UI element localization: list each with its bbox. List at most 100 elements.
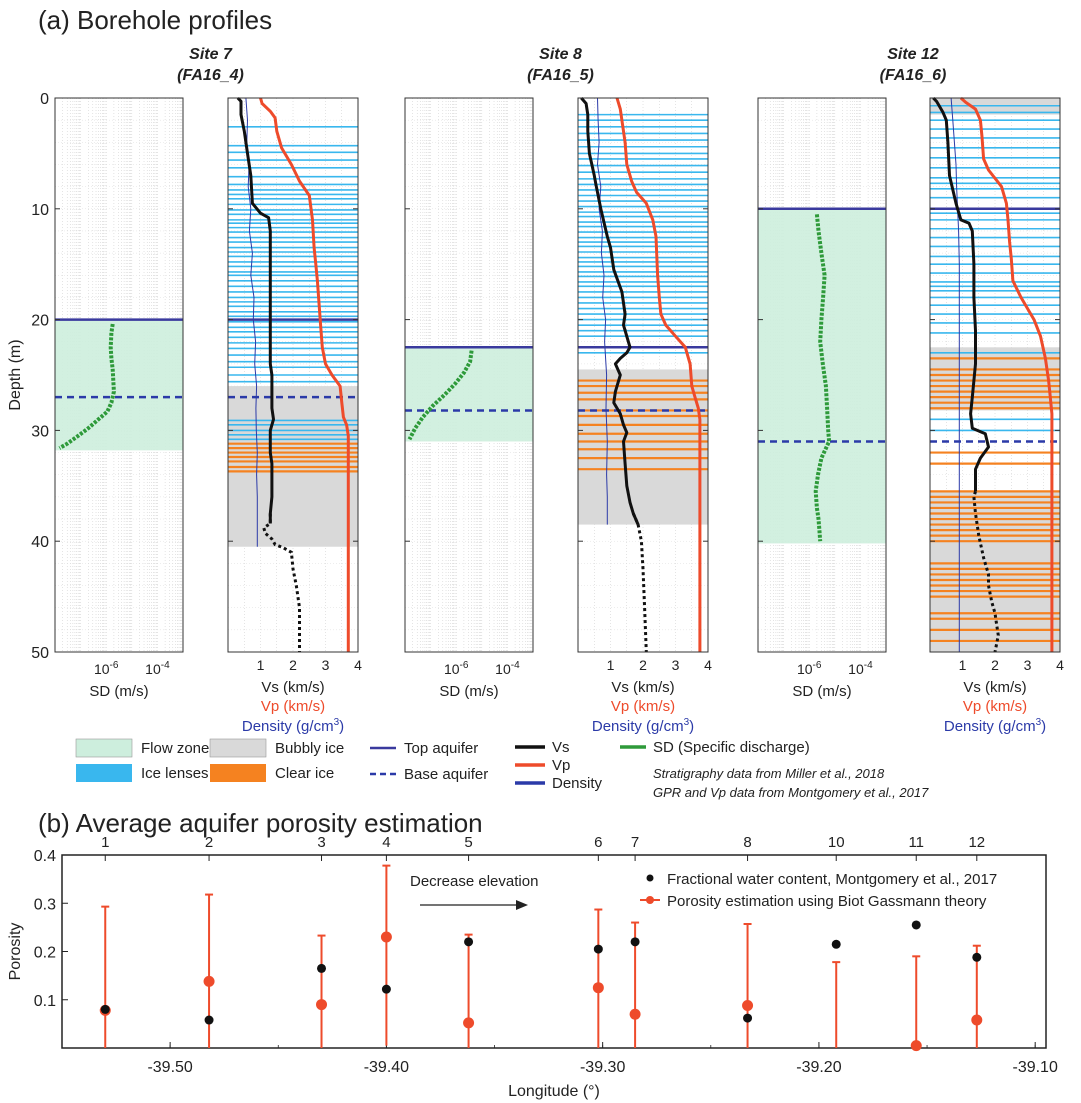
sd-tick-label: 10-6 bbox=[797, 660, 822, 677]
velocity-tick-label: 4 bbox=[1056, 657, 1064, 673]
legend-flow-zone: Flow zone bbox=[141, 740, 209, 757]
velocity-tick-label: 2 bbox=[639, 657, 647, 673]
water-content-point bbox=[100, 1004, 110, 1014]
velocity-plot-frame bbox=[929, 97, 1061, 653]
flow-zone-band bbox=[55, 319, 183, 451]
sd-plot: 10-6 10-4 SD (m/s) bbox=[404, 97, 534, 700]
vs-curve bbox=[932, 96, 990, 492]
water-content-point bbox=[630, 937, 640, 947]
credit-stratigraphy: Stratigraphy data from Miller et al., 20… bbox=[653, 766, 885, 781]
legend-clear-ice: Clear ice bbox=[275, 765, 334, 782]
density-axis-label: Density (g/cm3) bbox=[592, 717, 694, 735]
vs-curve-extrapolated bbox=[631, 512, 648, 653]
ice-lenses-swatch bbox=[76, 764, 132, 782]
sd-tick-label: 10-4 bbox=[495, 660, 520, 677]
water-content-point bbox=[381, 984, 391, 994]
velocity-tick-label: 1 bbox=[607, 657, 615, 673]
porosity-estimate-point bbox=[629, 1008, 641, 1020]
porosity-estimate-point bbox=[742, 1000, 754, 1012]
longitude-tick-label: -39.40 bbox=[364, 1059, 409, 1076]
porosity-panel: -39.50 -39.40 -39.30 -39.20 -39.10 0.1 0.2 0.3 0… bbox=[7, 834, 1058, 1100]
depth-tick-label: 20 bbox=[31, 313, 49, 330]
density-axis-label: Density (g/cm3) bbox=[944, 717, 1046, 735]
sd-tick-label: 10-4 bbox=[848, 660, 873, 677]
vs-curve-extrapolated bbox=[262, 513, 301, 652]
porosity-tick-label: 0.4 bbox=[34, 848, 56, 865]
longitude-axis-label: Longitude (°) bbox=[508, 1083, 600, 1100]
vs-curve bbox=[580, 97, 640, 526]
water-content-legend-label: Fractional water content, Montgomery et … bbox=[667, 871, 997, 888]
porosity-tick-label: 0.1 bbox=[34, 993, 56, 1010]
sd-plot: 10-6 10-4 SD (m/s) bbox=[54, 97, 184, 700]
vp-axis-label: Vp (km/s) bbox=[611, 698, 675, 715]
porosity-estimate-legend-marker bbox=[646, 896, 654, 904]
panel-a-title: (a) Borehole profiles bbox=[38, 5, 272, 35]
longitude-tick-label: -39.30 bbox=[580, 1059, 625, 1076]
velocity-tick-label: 2 bbox=[289, 657, 297, 673]
porosity-estimate-point bbox=[316, 999, 328, 1011]
vp-axis-label: Vp (km/s) bbox=[261, 698, 325, 715]
velocity-plot-frame bbox=[227, 97, 359, 653]
vs-curve bbox=[236, 96, 275, 524]
sd-curve bbox=[58, 323, 116, 450]
longitude-tick-label: -39.10 bbox=[1012, 1059, 1057, 1076]
velocity-plot-frame bbox=[577, 97, 709, 653]
water-content-point bbox=[204, 1015, 214, 1025]
water-content-point bbox=[743, 1013, 753, 1023]
site-borehole-id: (FA16_6) bbox=[880, 67, 947, 84]
bubbly-ice-band bbox=[930, 491, 1060, 652]
legend-ice-lenses: Ice lenses bbox=[141, 765, 209, 782]
sd-plot-frame bbox=[54, 97, 184, 653]
velocity-tick-label: 3 bbox=[322, 657, 330, 673]
velocity-tick-label: 3 bbox=[672, 657, 680, 673]
porosity-axis-label: Porosity bbox=[7, 923, 24, 981]
depth-tick-label: 30 bbox=[31, 423, 49, 440]
water-content-point bbox=[593, 944, 603, 954]
depth-tick-label: 10 bbox=[31, 202, 49, 219]
water-content-point bbox=[831, 939, 841, 949]
porosity-estimate-legend-label: Porosity estimation using Biot Gassmann … bbox=[667, 893, 987, 910]
porosity-estimate-point bbox=[971, 1014, 983, 1026]
bubbly-ice-band bbox=[578, 369, 708, 525]
sd-tick-label: 10-6 bbox=[444, 660, 469, 677]
flow-zone-swatch bbox=[75, 738, 133, 758]
vs-axis-label: Vs (km/s) bbox=[611, 679, 674, 696]
vs-axis-label: Vs (km/s) bbox=[261, 679, 324, 696]
site-title: Site 8 bbox=[539, 46, 582, 63]
flow-zone-band bbox=[405, 347, 533, 442]
vs-curve-extrapolated bbox=[972, 490, 1000, 653]
site-title: Site 12 bbox=[887, 46, 939, 63]
site-number-label: 12 bbox=[968, 834, 985, 851]
porosity-estimate-point bbox=[463, 1017, 475, 1029]
velocity-plot: 1 2 3 4 Vs (km/s) Vp (km/s) Density (g/cm3) bbox=[227, 96, 362, 735]
legend-vs: Vs bbox=[552, 739, 570, 756]
porosity-estimate-point bbox=[203, 975, 215, 987]
porosity-tick-label: 0.2 bbox=[34, 945, 56, 962]
bubbly-ice-band bbox=[930, 347, 1060, 411]
legend-density: Density bbox=[552, 775, 603, 792]
longitude-tick-label: -39.50 bbox=[147, 1059, 192, 1076]
water-content-point bbox=[911, 920, 921, 930]
velocity-tick-label: 1 bbox=[257, 657, 265, 673]
depth-axis-label: Depth (m) bbox=[7, 339, 24, 410]
site-title: Site 7 bbox=[189, 46, 233, 63]
site-number-label: 3 bbox=[317, 834, 325, 851]
legend-vp: Vp bbox=[552, 757, 570, 774]
clear-ice-swatch bbox=[210, 764, 266, 782]
water-content-point bbox=[972, 952, 982, 962]
panel-b-title: (b) Average aquifer porosity estimation bbox=[38, 808, 483, 838]
sd-tick-label: 10-4 bbox=[145, 660, 170, 677]
legend-bubbly-ice: Bubbly ice bbox=[275, 740, 344, 757]
site-number-label: 10 bbox=[828, 834, 845, 851]
sd-curve bbox=[407, 350, 474, 441]
velocity-tick-label: 1 bbox=[959, 657, 967, 673]
vp-curve bbox=[259, 97, 350, 652]
site-number-label: 2 bbox=[205, 834, 213, 851]
elevation-arrowhead bbox=[516, 900, 528, 910]
decrease-elevation-annotation: Decrease elevation bbox=[410, 873, 538, 890]
credit-gpr-vp: GPR and Vp data from Montgomery et al., … bbox=[653, 785, 929, 800]
legend-sd: SD (Specific discharge) bbox=[653, 739, 810, 756]
sd-tick-label: 10-6 bbox=[94, 660, 119, 677]
velocity-tick-label: 3 bbox=[1024, 657, 1032, 673]
